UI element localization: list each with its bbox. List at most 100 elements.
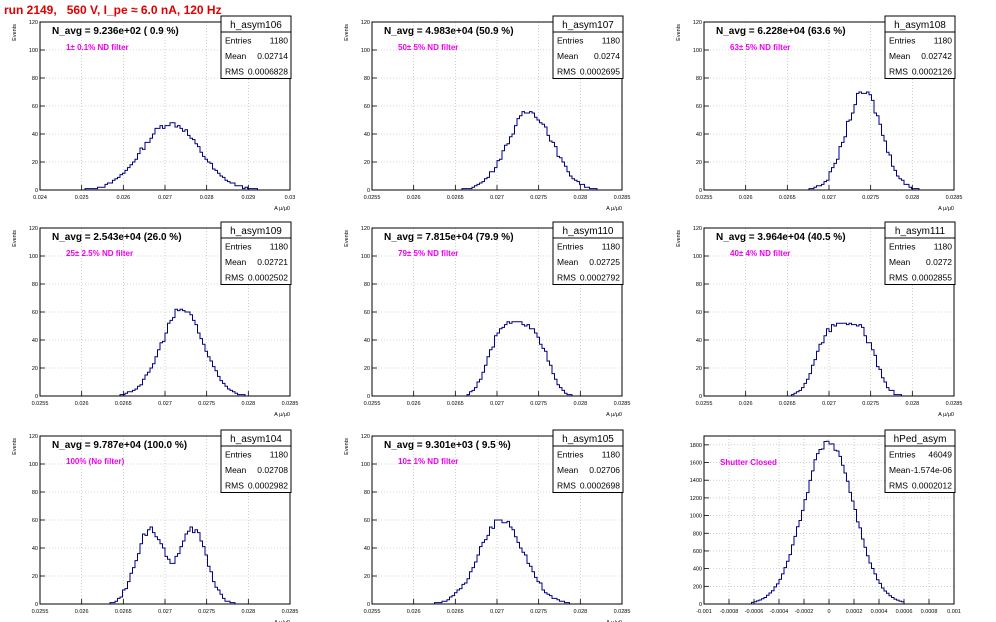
- y-tick-label: 40: [364, 132, 370, 138]
- stat-label: Mean: [557, 257, 579, 267]
- x-tick-label: 0.0255: [32, 609, 49, 615]
- histogram-title: N_avg = 4.983e+04 (50.9 %): [384, 26, 514, 37]
- x-tick-label: 0.028: [905, 195, 919, 201]
- x-tick-label: 0.027: [822, 401, 836, 407]
- histogram-title: N_avg = 9.301e+03 ( 9.5 %): [384, 440, 511, 451]
- y-tick-label: 20: [32, 366, 38, 372]
- x-axis-label: A μ/μ0: [606, 620, 622, 622]
- x-tick-label: 0.029: [241, 195, 255, 201]
- histogram-name: h_asym109: [230, 226, 282, 237]
- histogram-name: h_asym108: [894, 20, 946, 31]
- stat-value: 1180: [270, 36, 289, 46]
- stat-label: Entries: [557, 36, 583, 46]
- stat-value: 0.02721: [257, 257, 288, 267]
- y-tick-label: 80: [32, 282, 38, 288]
- y-tick-label: 40: [364, 338, 370, 344]
- histogram-panel: 0.0255 0.026 0.0265 0.027 0.0275 0.028 0.0285 0…: [676, 15, 962, 212]
- histogram-title: N_avg = 6.228e+04 (63.6 %): [716, 26, 846, 37]
- stat-value: -1.574e-06: [911, 465, 952, 475]
- y-tick-label: 800: [693, 531, 702, 537]
- y-tick-label: 80: [32, 76, 38, 82]
- x-tick-label: 0.0255: [364, 609, 381, 615]
- x-tick-label: 0.0275: [530, 195, 547, 201]
- stat-value: 1180: [602, 242, 621, 252]
- y-tick-label: 0: [367, 602, 370, 608]
- y-tick-label: 120: [29, 226, 38, 232]
- x-tick-label: 0.0275: [530, 401, 547, 407]
- y-tick-label: 60: [364, 310, 370, 316]
- y-tick-label: 100: [693, 48, 702, 54]
- x-tick-label: 0.027: [490, 609, 504, 615]
- y-tick-label: 60: [364, 104, 370, 110]
- y-tick-label: 120: [29, 20, 38, 26]
- filter-annotation: 63± 5% ND filter: [730, 43, 790, 52]
- y-tick-label: 1800: [690, 443, 702, 449]
- y-tick-label: 1000: [690, 514, 702, 520]
- x-tick-label: -0.0006: [745, 609, 764, 615]
- stat-label: Mean: [557, 465, 579, 475]
- histogram-title: N_avg = 7.815e+04 (79.9 %): [384, 232, 514, 243]
- y-axis-label: Events: [676, 24, 682, 41]
- filter-annotation: 25± 2.5% ND filter: [66, 249, 133, 258]
- x-axis-label: A μ/μ0: [938, 206, 954, 212]
- y-tick-label: 40: [696, 132, 702, 138]
- x-tick-label: 0.027: [158, 195, 172, 201]
- stat-value: 0.0274: [594, 51, 620, 61]
- stat-label: RMS: [889, 481, 908, 491]
- histogram-panel: 0.0255 0.026 0.0265 0.027 0.0275 0.028 0.0285 0…: [344, 429, 630, 622]
- filter-annotation: 100% (No filter): [66, 457, 125, 466]
- y-tick-label: 60: [696, 310, 702, 316]
- y-axis-label: Events: [12, 24, 18, 41]
- stat-label: Mean: [225, 465, 247, 475]
- x-tick-label: -0.0002: [795, 609, 814, 615]
- x-tick-label: 0: [827, 609, 830, 615]
- stats-box: [884, 221, 956, 285]
- stat-label: Entries: [889, 450, 915, 460]
- stat-value: 0.02706: [589, 465, 620, 475]
- stat-value: 0.0002698: [580, 481, 620, 491]
- y-tick-label: 1600: [690, 461, 702, 467]
- stat-label: Entries: [557, 450, 583, 460]
- stat-label: RMS: [225, 67, 244, 77]
- x-tick-label: 0.0285: [946, 401, 963, 407]
- y-tick-label: 60: [32, 310, 38, 316]
- y-tick-label: 0: [699, 394, 702, 400]
- x-tick-label: 0.0285: [282, 401, 299, 407]
- y-tick-label: 120: [693, 20, 702, 26]
- stat-value: 1180: [602, 36, 621, 46]
- x-axis-label: A μ/μ0: [274, 412, 290, 418]
- y-tick-label: 100: [361, 254, 370, 260]
- x-tick-label: 0.028: [200, 195, 214, 201]
- y-axis-label: Events: [676, 230, 682, 247]
- histogram-panel: 0.0255 0.026 0.0265 0.027 0.0275 0.028 0.0285 0…: [12, 221, 299, 418]
- x-tick-label: 0.0265: [447, 609, 464, 615]
- stat-value: 0.0002502: [248, 273, 288, 283]
- y-tick-label: 60: [32, 104, 38, 110]
- y-tick-label: 40: [364, 546, 370, 552]
- stat-value: 0.0002126: [912, 67, 952, 77]
- filter-annotation: Shutter Closed: [720, 458, 777, 467]
- histogram-line: [704, 440, 954, 605]
- x-axis-label: A μ/μ0: [274, 206, 290, 212]
- y-tick-label: 0: [35, 188, 38, 194]
- stat-label: RMS: [225, 481, 244, 491]
- stats-box: [220, 15, 292, 79]
- x-tick-label: 0.0265: [447, 195, 464, 201]
- stat-label: Mean: [225, 257, 247, 267]
- stat-label: RMS: [225, 273, 244, 283]
- histogram-panel: 0.0255 0.026 0.0265 0.027 0.0275 0.028 0.0285 0…: [12, 429, 298, 622]
- stat-value: 0.0006828: [248, 67, 288, 77]
- y-axis-label: Events: [344, 438, 350, 455]
- y-tick-label: 400: [693, 567, 702, 573]
- stats-box: [220, 429, 292, 493]
- y-tick-label: 40: [696, 338, 702, 344]
- y-tick-label: 1200: [690, 496, 702, 502]
- filter-annotation: 1± 0.1% ND filter: [66, 43, 129, 52]
- y-tick-label: 60: [696, 104, 702, 110]
- y-tick-label: 60: [364, 518, 370, 524]
- y-tick-label: 20: [696, 366, 702, 372]
- stat-value: 1180: [934, 242, 953, 252]
- y-tick-label: 120: [361, 20, 370, 26]
- y-tick-label: 100: [29, 462, 38, 468]
- x-tick-label: 0.0255: [32, 401, 49, 407]
